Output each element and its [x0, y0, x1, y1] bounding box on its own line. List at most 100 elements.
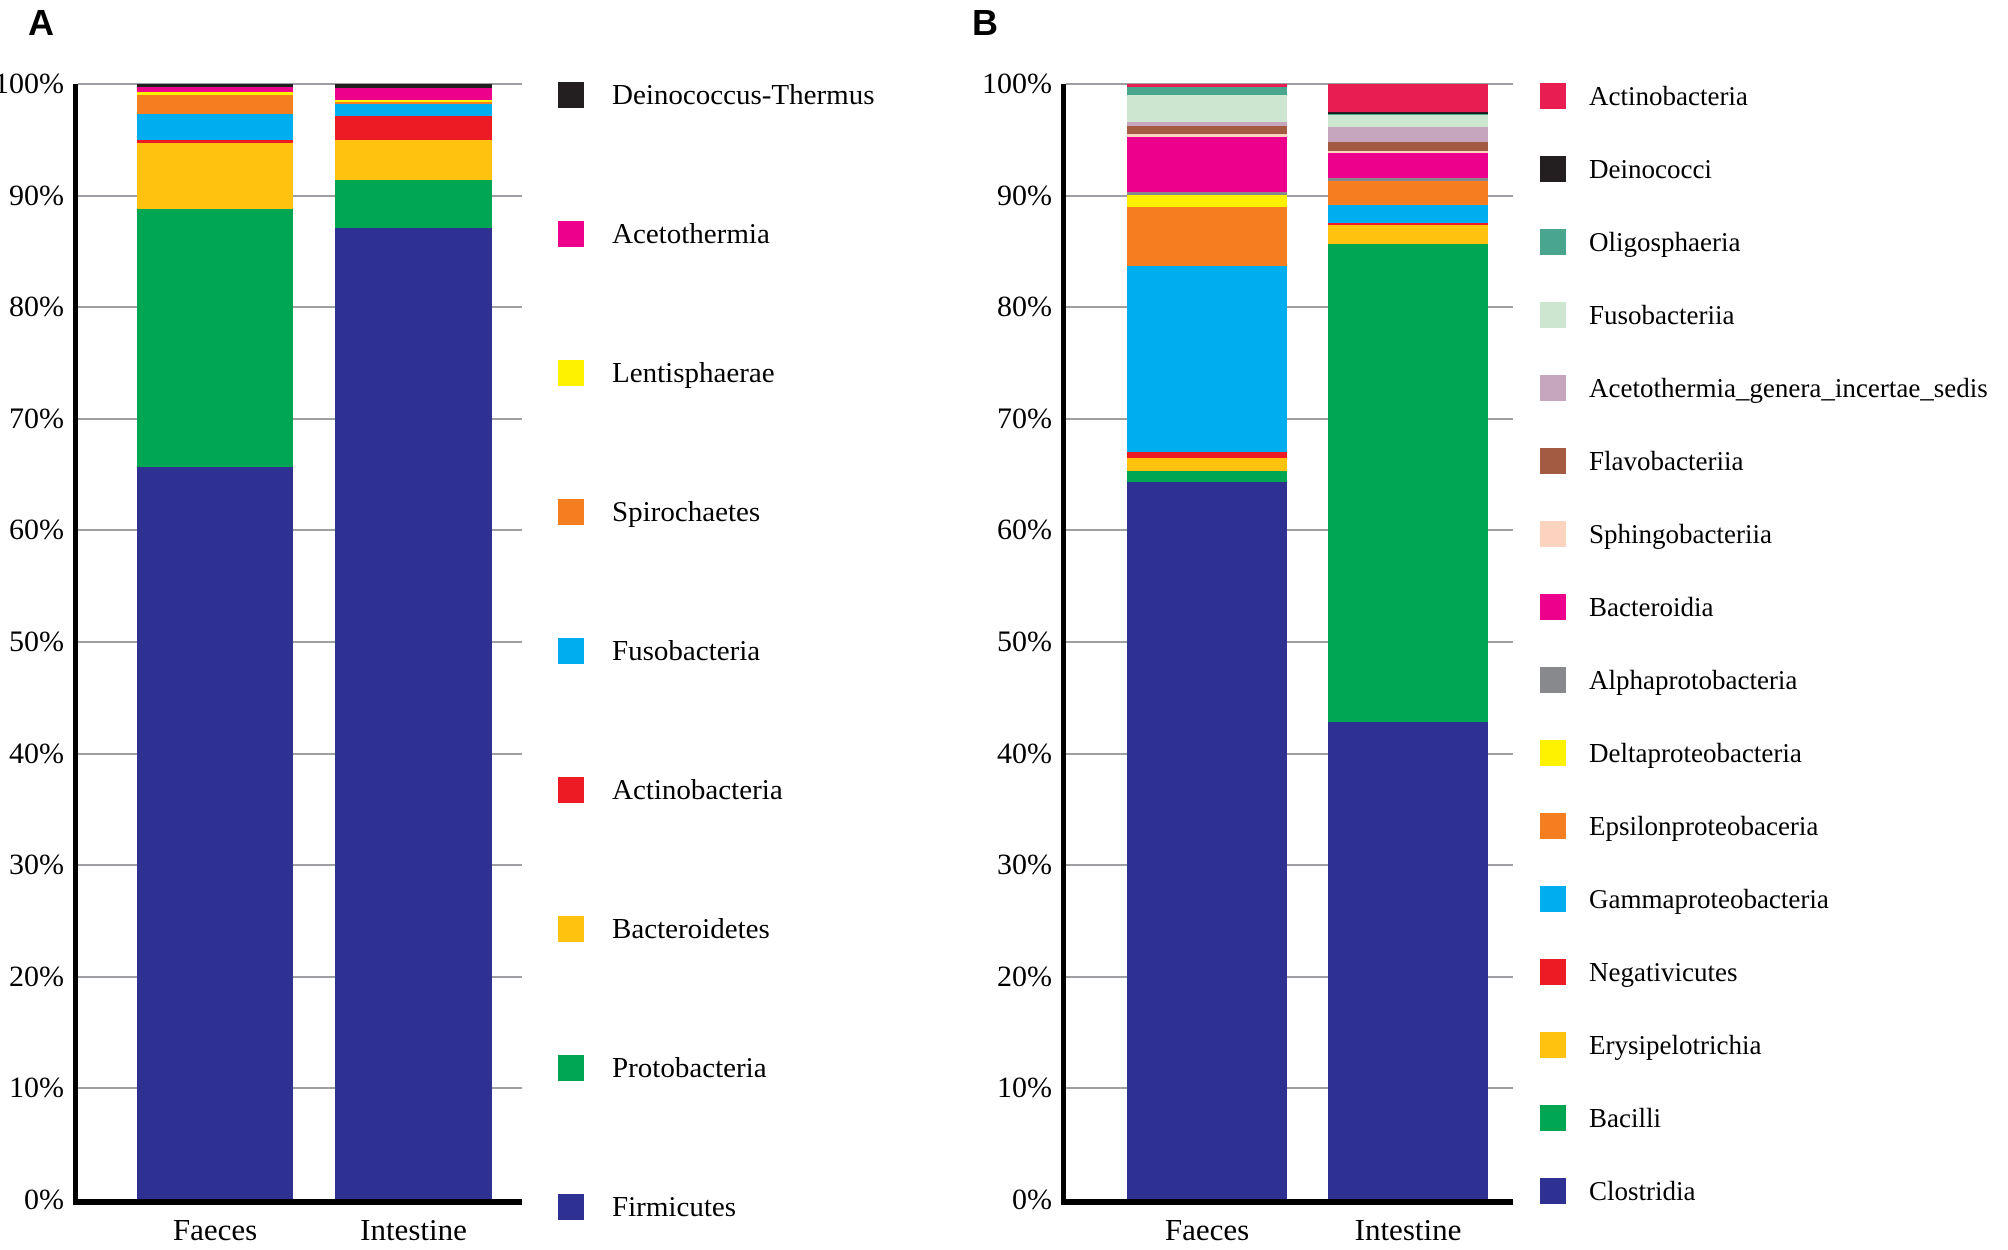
y-tick-b-60%: 60% — [997, 513, 1052, 547]
y-axis-line-b — [1061, 84, 1066, 1205]
legend-swatch-a-Bacteroidetes — [558, 916, 584, 942]
segment-b-faeces-Gammaproteobacteria — [1127, 265, 1287, 453]
y-tick-a-80%: 80% — [9, 290, 64, 324]
gridline-a-20 — [78, 975, 522, 978]
legend-label-a-Firmicutes: Firmicutes — [612, 1191, 737, 1223]
segment-b-intestine-Acetothermia_genera_incertae_sedis — [1328, 126, 1488, 143]
legend-swatch-b-Acetothermia_genera_incertae_sedis — [1540, 375, 1566, 401]
segment-a-faeces-Lentisphaerae — [137, 91, 293, 96]
legend-label-b-Deinococci: Deinococci — [1589, 154, 1712, 184]
segment-b-faeces-Fusobacteriia — [1127, 95, 1287, 122]
y-axis-line-a — [73, 84, 78, 1205]
segment-a-faeces-Firmicutes — [137, 466, 293, 1200]
gridline-b-80 — [1066, 306, 1513, 309]
y-tick-a-10%: 10% — [9, 1071, 64, 1105]
legend-swatch-a-Actinobacteria — [558, 777, 584, 803]
y-tick-b-100%: 100% — [982, 67, 1052, 100]
legend-label-b-Clostridia: Clostridia — [1589, 1176, 1696, 1206]
legend-label-b-Bacteroidia: Bacteroidia — [1589, 592, 1714, 622]
legend-swatch-b-Alphaprotobacteria — [1540, 667, 1566, 693]
legend-swatch-b-Epsilonproteobaceria — [1540, 813, 1566, 839]
legend-swatch-b-Clostridia — [1540, 1178, 1566, 1204]
x-axis-line-b — [1061, 1199, 1513, 1205]
segment-b-intestine-Deinococci — [1328, 111, 1488, 114]
segment-b-intestine-Gammaproteobacteria — [1328, 204, 1488, 223]
y-tick-a-20%: 20% — [9, 959, 64, 993]
segment-a-intestine-Actinobacteria — [335, 116, 492, 140]
segment-b-intestine-Negativicutes — [1328, 222, 1488, 226]
segment-b-intestine-Clostridia — [1328, 722, 1488, 1200]
segment-b-intestine-Epsilonproteobaceria — [1328, 181, 1488, 205]
legend-swatch-b-Bacteroidia — [1540, 594, 1566, 620]
segment-b-faeces-Epsilonproteobaceria — [1127, 206, 1287, 266]
y-tick-b-0%: 0% — [1012, 1183, 1052, 1216]
bar-a-faeces — [137, 84, 293, 1200]
gridline-b-60 — [1066, 529, 1513, 532]
gridline-a-60 — [78, 529, 522, 532]
legend-swatch-b-Fusobacteriia — [1540, 302, 1566, 328]
gridline-b-40 — [1066, 752, 1513, 755]
legend-swatch-b-Deltaproteobacteria — [1540, 740, 1566, 766]
bar-b-faeces — [1127, 84, 1287, 1200]
legend-label-a-Protobacteria: Protobacteria — [612, 1052, 767, 1084]
gridline-a-50 — [78, 641, 522, 643]
y-tick-b-30%: 30% — [997, 848, 1052, 882]
legend-label-b-Acetothermia_genera_incertae_sedis: Acetothermia_genera_incertae_sedis — [1589, 373, 1988, 403]
segment-b-intestine-Alphaprotobacteria — [1328, 177, 1488, 182]
legend-label-a-Lentisphaerae: Lentisphaerae — [612, 357, 775, 389]
y-tick-a-30%: 30% — [9, 848, 64, 882]
bar-a-intestine — [335, 84, 492, 1200]
y-tick-a-100%: 100% — [0, 67, 64, 100]
segment-b-intestine-Bacilli — [1328, 244, 1488, 723]
x-label-b-intestine: Intestine — [1354, 1212, 1462, 1247]
legend-label-a-Acetothermia: Acetothermia — [612, 218, 770, 250]
y-tick-a-90%: 90% — [9, 178, 64, 212]
gridline-a-30 — [78, 864, 522, 867]
legend-label-a-Fusobacteria: Fusobacteria — [612, 635, 761, 667]
legend-swatch-b-Gammaproteobacteria — [1540, 886, 1566, 912]
gridline-b-20 — [1066, 975, 1513, 978]
gridline-b-90 — [1066, 194, 1513, 197]
legend-swatch-a-Acetothermia — [558, 221, 584, 247]
segment-a-faeces-Bacteroidetes — [137, 143, 293, 209]
legend-label-b-Bacilli: Bacilli — [1589, 1103, 1661, 1133]
legend-label-a-Bacteroidetes: Bacteroidetes — [612, 913, 770, 945]
legend-swatch-a-Deinococcus-Thermus — [558, 82, 584, 108]
segment-b-faeces-Clostridia — [1127, 482, 1287, 1200]
segment-a-intestine-Protobacteria — [335, 179, 492, 228]
legend-label-b-Flavobacteriia: Flavobacteriia — [1589, 446, 1744, 476]
segment-a-intestine-Firmicutes — [335, 227, 492, 1200]
segment-b-faeces-Negativicutes — [1127, 452, 1287, 459]
y-tick-b-20%: 20% — [997, 959, 1052, 993]
legend-label-b-Deltaproteobacteria: Deltaproteobacteria — [1589, 738, 1802, 768]
segment-b-intestine-Oligosphaeria — [1328, 113, 1488, 115]
segment-a-intestine-Deinococcus-Thermus — [335, 84, 492, 89]
legend-label-b-Gammaproteobacteria: Gammaproteobacteria — [1589, 884, 1829, 914]
segment-a-intestine-Lentisphaerae — [335, 99, 492, 102]
segment-b-faeces-Oligosphaeria — [1127, 87, 1287, 96]
x-label-a-faeces: Faeces — [172, 1212, 258, 1247]
x-label-b-faeces: Faeces — [1164, 1212, 1250, 1247]
x-label-a-intestine: Intestine — [360, 1212, 467, 1247]
segment-b-intestine-Flavobacteriia — [1328, 142, 1488, 151]
legend-label-b-Alphaprotobacteria: Alphaprotobacteria — [1589, 665, 1798, 695]
segment-b-intestine-Bacteroidia — [1328, 153, 1488, 178]
segment-b-intestine-Fusobacteriia — [1328, 114, 1488, 127]
segment-b-faeces-Flavobacteriia — [1127, 125, 1287, 135]
legend-swatch-b-Bacilli — [1540, 1105, 1566, 1131]
y-tick-a-0%: 0% — [24, 1183, 64, 1216]
y-tick-b-50%: 50% — [997, 625, 1052, 658]
segment-a-faeces-Protobacteria — [137, 209, 293, 467]
segment-a-intestine-Bacteroidetes — [335, 139, 492, 180]
legend-swatch-b-Flavobacteriia — [1540, 448, 1566, 474]
legend-label-b-Sphingobacteriia: Sphingobacteriia — [1589, 519, 1772, 549]
x-axis-line-a — [73, 1199, 522, 1205]
bar-b-intestine — [1328, 84, 1488, 1200]
y-tick-a-40%: 40% — [9, 736, 64, 770]
legend-swatch-b-Actinobacteria — [1540, 83, 1566, 109]
segment-a-faeces-Deinococcus-Thermus — [137, 84, 293, 88]
legend-label-b-Actinobacteria: Actinobacteria — [1589, 81, 1748, 111]
gridline-a-80 — [78, 306, 522, 309]
y-tick-b-90%: 90% — [997, 178, 1052, 212]
legend-label-b-Epsilonproteobaceria: Epsilonproteobaceria — [1589, 811, 1819, 841]
